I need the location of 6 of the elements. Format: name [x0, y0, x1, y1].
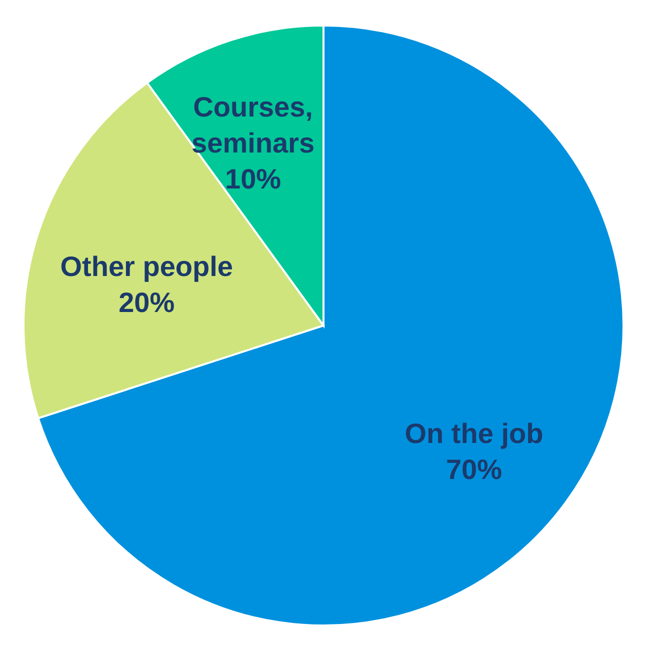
data-label: 10% — [225, 164, 282, 195]
slice-label: Courses, seminars — [192, 92, 315, 159]
slice-label: On the job — [404, 418, 544, 449]
slice-label: Other people — [60, 251, 233, 282]
data-label: 70% — [446, 454, 502, 485]
data-label: 20% — [118, 287, 175, 318]
